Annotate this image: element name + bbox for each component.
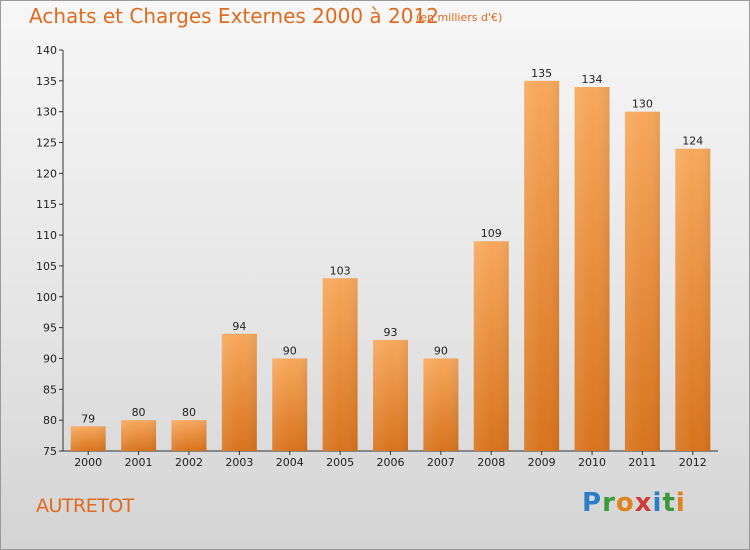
- y-tick-label: 90: [43, 352, 57, 365]
- bar-value-label: 134: [582, 73, 603, 86]
- bar-value-label: 124: [682, 135, 703, 148]
- bar-value-label: 109: [481, 227, 502, 240]
- logo-letter: i: [652, 488, 663, 518]
- y-tick-label: 135: [36, 75, 57, 88]
- bar-value-label: 90: [434, 344, 448, 357]
- bar-shade: [373, 339, 408, 451]
- logo-letter: x: [634, 488, 653, 518]
- bar-shade: [473, 241, 509, 451]
- x-tick-label: 2012: [679, 456, 707, 469]
- y-tick-label: 85: [43, 383, 57, 396]
- logo-letter: r: [602, 488, 616, 518]
- bar-shade: [221, 333, 257, 451]
- y-tick-label: 125: [36, 137, 57, 150]
- bar-shade: [574, 87, 610, 451]
- bar-shade: [322, 278, 358, 451]
- bar-shade: [171, 420, 207, 451]
- commune-name: AUTRETOT: [36, 495, 134, 517]
- y-tick-label: 105: [36, 260, 57, 273]
- x-tick-label: 2011: [628, 456, 656, 469]
- proxiti-logo: Proxiti: [582, 488, 686, 518]
- y-tick-label: 130: [36, 106, 57, 119]
- bar-value-label: 130: [632, 98, 653, 111]
- y-tick-label: 110: [36, 229, 57, 242]
- bar-shade: [121, 420, 157, 451]
- y-tick-label: 95: [43, 322, 57, 335]
- bar-value-label: 79: [81, 412, 95, 425]
- y-tick-label: 75: [43, 445, 57, 458]
- logo-letter: P: [582, 488, 603, 518]
- bar-shade: [624, 111, 660, 451]
- y-tick-label: 80: [43, 414, 57, 427]
- bar-value-label: 103: [330, 264, 351, 277]
- x-tick-label: 2005: [326, 456, 354, 469]
- chart-title: Achats et Charges Externes 2000 à 2012: [29, 4, 439, 28]
- y-tick-label: 100: [36, 291, 57, 304]
- x-tick-label: 2002: [175, 456, 203, 469]
- bars: [70, 80, 711, 451]
- bar-value-label: 94: [232, 320, 246, 333]
- x-tick-label: 2006: [377, 456, 405, 469]
- x-tick-label: 2001: [125, 456, 153, 469]
- bar-value-label: 80: [132, 406, 146, 419]
- bar-shade: [70, 426, 106, 451]
- bar-value-label: 135: [531, 67, 552, 80]
- logo-letter: i: [675, 488, 686, 518]
- logo-letter: t: [662, 488, 676, 518]
- x-tick-label: 2010: [578, 456, 606, 469]
- bar-value-label: 90: [283, 344, 297, 357]
- x-tick-label: 2007: [427, 456, 455, 469]
- x-tick-label: 2000: [74, 456, 102, 469]
- bar-shade: [423, 358, 459, 451]
- bar-shade: [272, 358, 308, 451]
- bar-value-label: 80: [182, 406, 196, 419]
- x-tick-label: 2004: [276, 456, 304, 469]
- bar-shade: [675, 148, 711, 451]
- y-tick-label: 140: [36, 44, 57, 57]
- bar-shade: [524, 80, 560, 451]
- x-tick-label: 2009: [528, 456, 556, 469]
- logo-letter: o: [615, 488, 635, 518]
- y-tick-label: 120: [36, 167, 57, 180]
- value-labels: 79 80 80 94 90 103 93 90 109 135 134 130 124: [81, 67, 703, 425]
- y-tick-label: 115: [36, 198, 57, 211]
- x-tick-label: 2003: [225, 456, 253, 469]
- chart-subtitle: (en milliers d'€): [416, 11, 503, 24]
- bar-value-label: 93: [384, 326, 398, 339]
- x-tick-label: 2008: [477, 456, 505, 469]
